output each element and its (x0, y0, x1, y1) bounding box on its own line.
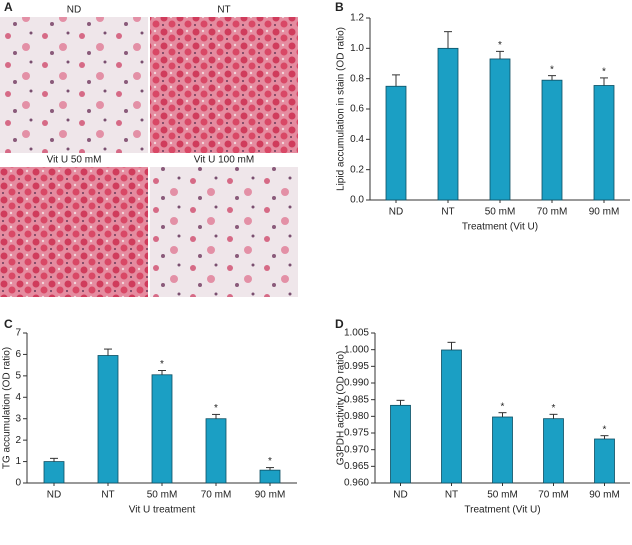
y-tick-label: 0.985 (344, 394, 369, 405)
x-tick-label: ND (389, 207, 403, 218)
y-tick-label: 0.6 (350, 104, 364, 115)
x-tick-label: NT (101, 490, 114, 501)
x-tick-label: NT (441, 207, 454, 218)
y-tick-label: 0.995 (344, 361, 369, 372)
micrograph (150, 167, 298, 297)
bar (543, 418, 564, 484)
micrograph (0, 167, 148, 297)
panel-label: C (4, 317, 13, 331)
micrograph (0, 17, 148, 153)
bar (385, 85, 407, 201)
y-tick-label: 0.970 (344, 444, 369, 455)
micrograph (150, 17, 298, 153)
significance-marker: * (501, 401, 505, 412)
y-tick-label: 0.965 (344, 461, 369, 472)
y-tick-label: 1.2 (350, 13, 364, 24)
y-tick-label: 0.980 (344, 411, 369, 422)
x-tick-label: 90 mM (589, 490, 620, 501)
x-axis-title: Vit U treatment (129, 505, 196, 516)
y-tick-label: 1.000 (344, 344, 369, 355)
bar (594, 438, 615, 484)
y-tick-label: 5 (15, 370, 21, 381)
significance-marker: * (550, 64, 554, 75)
y-tick-label: 0 (15, 478, 21, 489)
x-tick-label: 70 mM (538, 490, 569, 501)
significance-marker: * (214, 403, 218, 414)
x-tick-label: ND (47, 490, 61, 501)
bar (43, 461, 65, 484)
y-axis-title: TG accumulation (OD ratio) (2, 347, 13, 469)
y-tick-label: 1.005 (344, 328, 369, 339)
image-caption: Vit U 50 mM (47, 155, 102, 166)
y-tick-label: 0.975 (344, 428, 369, 439)
y-axis-title: G3PDH activity (OD ratio) (336, 351, 347, 465)
bar (441, 349, 462, 484)
y-tick-label: 0.960 (344, 478, 369, 489)
x-tick-label: 90 mM (589, 207, 620, 218)
bar (489, 58, 511, 201)
y-tick-label: 0.4 (350, 134, 364, 145)
x-tick-label: 50 mM (485, 207, 516, 218)
panel-label: B (335, 0, 344, 14)
image-caption: Vit U 100 mM (194, 155, 254, 166)
x-axis-title: Treatment (Vit U) (462, 222, 538, 233)
significance-marker: * (160, 359, 164, 370)
y-tick-label: 3 (15, 413, 21, 424)
x-tick-label: 90 mM (255, 490, 286, 501)
image-caption: NT (217, 5, 230, 16)
bar (593, 85, 615, 201)
x-axis-title: Treatment (Vit U) (464, 505, 540, 516)
x-tick-label: ND (393, 490, 407, 501)
x-tick-label: NT (445, 490, 458, 501)
significance-marker: * (268, 456, 272, 467)
bar (437, 47, 459, 201)
panel-label: D (335, 317, 344, 331)
y-tick-label: 6 (15, 349, 21, 360)
image-caption: ND (67, 5, 81, 16)
bar (97, 355, 119, 484)
significance-marker: * (603, 424, 607, 435)
bar (259, 469, 281, 484)
x-tick-label: 50 mM (487, 490, 518, 501)
x-tick-label: 70 mM (201, 490, 232, 501)
y-tick-label: 7 (15, 328, 21, 339)
y-axis-title: Lipid accumulation in stain (OD ratio) (336, 27, 347, 191)
y-tick-label: 4 (15, 392, 21, 403)
panel-label: A (4, 0, 13, 14)
bar (151, 374, 173, 484)
significance-marker: * (498, 40, 502, 51)
y-tick-label: 1 (15, 456, 21, 467)
significance-marker: * (602, 67, 606, 78)
y-tick-label: 0.990 (344, 378, 369, 389)
y-tick-label: 1.0 (350, 43, 364, 54)
y-tick-label: 0.2 (350, 164, 364, 175)
bar (205, 418, 227, 484)
bar (541, 79, 563, 201)
significance-marker: * (552, 403, 556, 414)
y-tick-label: 2 (15, 435, 21, 446)
y-tick-label: 0.0 (350, 195, 364, 206)
y-tick-label: 0.8 (350, 73, 364, 84)
bar (492, 416, 513, 484)
x-tick-label: 50 mM (147, 490, 178, 501)
bar (390, 404, 411, 484)
x-tick-label: 70 mM (537, 207, 568, 218)
